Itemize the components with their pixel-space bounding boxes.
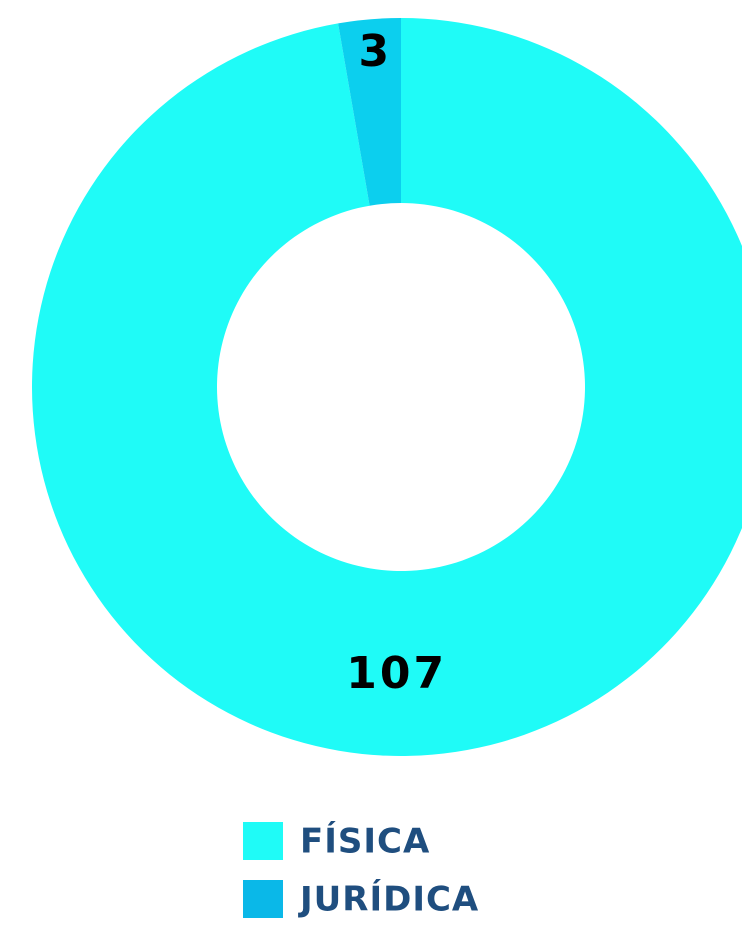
donut-segment	[338, 18, 401, 206]
donut-segment	[32, 18, 742, 756]
data-label: 107	[346, 648, 447, 699]
legend-label: JURÍDICA	[298, 879, 479, 920]
legend-swatch	[243, 822, 283, 860]
legend-swatch	[243, 880, 283, 918]
data-label: 3	[359, 26, 393, 77]
legend-label: FÍSICA	[300, 821, 430, 862]
